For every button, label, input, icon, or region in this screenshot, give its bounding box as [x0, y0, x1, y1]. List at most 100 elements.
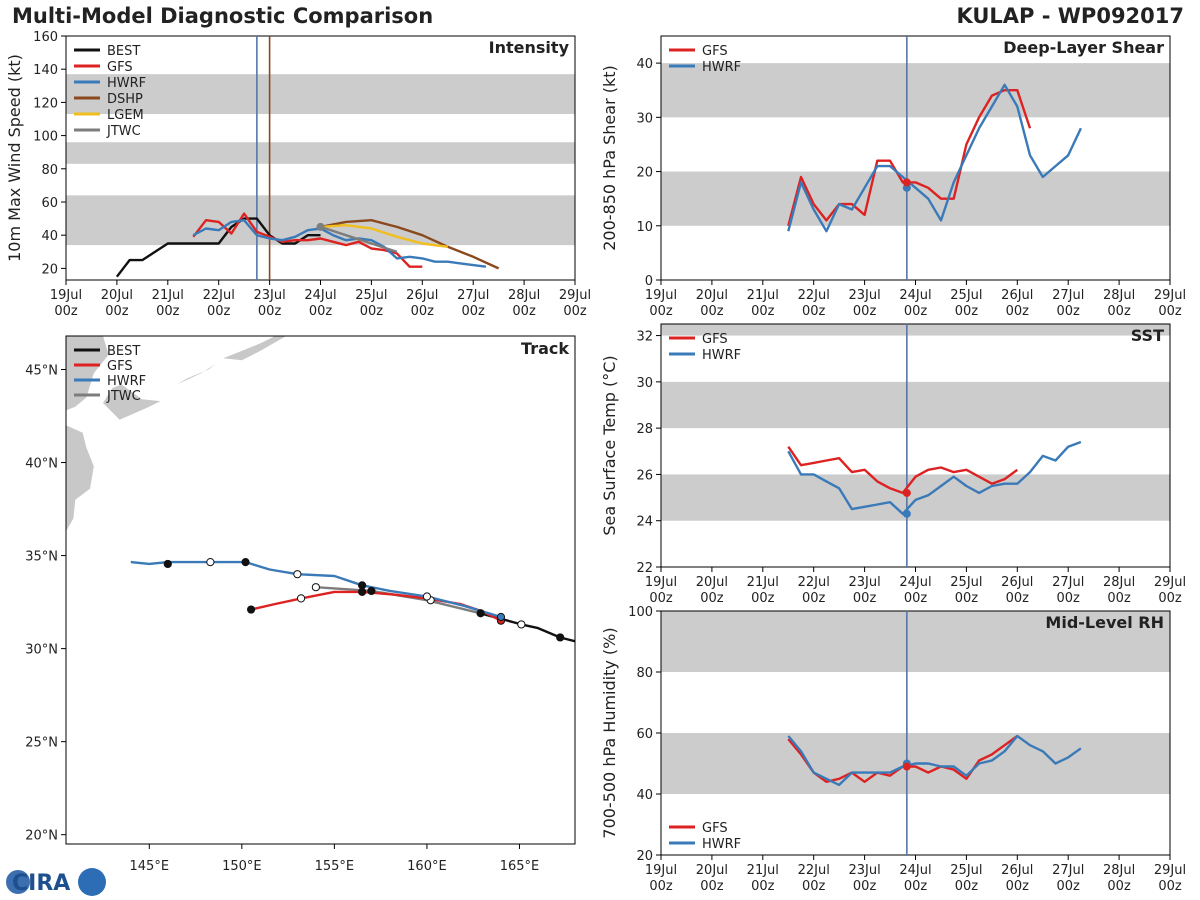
shear-ytick-label: 0	[645, 274, 653, 289]
shear-xtick-sublabel: 00z	[802, 304, 826, 319]
rh-xtick-label: 22Jul	[798, 863, 830, 878]
rh-series-hwrf	[787, 734, 1082, 787]
track-series-hwrf	[130, 560, 502, 619]
intensity-xtick-label: 26Jul	[406, 288, 438, 303]
rh-xtick-label: 19Jul	[645, 863, 677, 878]
rh-legend-label-hwrf: HWRF	[702, 837, 741, 852]
shear-xtick-label: 24Jul	[899, 288, 931, 303]
track-point-hwrf	[358, 581, 367, 590]
rh-band	[661, 611, 1170, 672]
sst-band	[661, 381, 1170, 429]
intensity-xtick-label: 24Jul	[304, 288, 336, 303]
track-xtick-label: 165°E	[500, 859, 540, 874]
track-xtick-label: 150°E	[222, 859, 262, 874]
sst-xtick-label: 20Jul	[696, 575, 728, 590]
track-chart: 145°E 150°E 155°E 160°E 165°E 20°N 25°N 30°N 35°…	[25, 335, 576, 874]
intensity-ytick-label: 140	[33, 63, 58, 78]
shear-ytick-label: 10	[636, 220, 653, 235]
rh-xtick-sublabel: 00z	[1158, 879, 1182, 894]
intensity-xtick-sublabel: 00z	[411, 304, 435, 319]
sst-series-hwrf	[787, 440, 1082, 515]
shear-band	[661, 171, 1170, 226]
intensity-xtick-label: 23Jul	[253, 288, 285, 303]
track-ytick-label: 20°N	[25, 829, 58, 844]
shear-title: Deep-Layer Shear	[1003, 38, 1164, 57]
intensity-series-best	[115, 217, 321, 278]
sst-xtick-sublabel: 00z	[1006, 591, 1030, 606]
track-legend-label-gfs: GFS	[107, 359, 133, 374]
rh-ytick-label: 80	[636, 666, 653, 681]
rh-ytick-label: 40	[636, 788, 653, 803]
intensity-legend-label-gfs: GFS	[107, 60, 133, 75]
shear-chart: 19Jul00z20Jul00z21Jul00z22Jul00z23Jul00z…	[600, 35, 1186, 319]
sst-xtick-sublabel: 00z	[904, 591, 928, 606]
shear-ytick-label: 40	[636, 57, 653, 72]
intensity-xtick-label: 21Jul	[152, 288, 184, 303]
logo-globe-icon	[78, 868, 106, 896]
track-land	[177, 363, 216, 385]
rh-xtick-label: 20Jul	[696, 863, 728, 878]
rh-xtick-sublabel: 00z	[955, 879, 979, 894]
intensity-ylabel: 10m Max Wind Speed (kt)	[5, 54, 24, 262]
shear-xtick-label: 29Jul	[1154, 288, 1186, 303]
intensity-series-hwrf	[192, 219, 487, 268]
track-xtick-label: 145°E	[130, 859, 170, 874]
shear-xtick-sublabel: 00z	[1057, 304, 1081, 319]
intensity-ytick-label: 60	[41, 196, 58, 211]
shear-xtick-sublabel: 00z	[751, 304, 775, 319]
track-point-jtwc	[367, 586, 376, 596]
shear-xtick-sublabel: 00z	[904, 304, 928, 319]
sst-xtick-sublabel: 00z	[853, 591, 877, 606]
sst-xtick-sublabel: 00z	[1107, 591, 1131, 606]
track-xtick-label: 155°E	[315, 859, 355, 874]
shear-xtick-label: 20Jul	[696, 288, 728, 303]
sst-xtick-sublabel: 00z	[649, 591, 673, 606]
shear-xtick-sublabel: 00z	[1006, 304, 1030, 319]
sst-xtick-label: 29Jul	[1154, 575, 1186, 590]
track-point-hwrf	[422, 592, 432, 601]
sst-xtick-label: 21Jul	[747, 575, 779, 590]
shear-xtick-sublabel: 00z	[853, 304, 877, 319]
intensity-xtick-label: 28Jul	[508, 288, 540, 303]
rh-xtick-sublabel: 00z	[1057, 879, 1081, 894]
sst-xtick-sublabel: 00z	[700, 591, 724, 606]
sst-chart: 19Jul00z20Jul00z21Jul00z22Jul00z23Jul00z…	[600, 323, 1186, 606]
sst-ylabel: Sea Surface Temp (°C)	[600, 355, 619, 535]
intensity-marker-hwrf	[316, 222, 325, 231]
shear-xtick-label: 26Jul	[1001, 288, 1033, 303]
sst-xtick-label: 19Jul	[645, 575, 677, 590]
sst-marker-gfs	[902, 488, 911, 497]
intensity-band	[66, 195, 575, 246]
track-point-best	[556, 633, 565, 642]
track-point-hwrf	[496, 612, 506, 622]
track-ocean	[66, 336, 575, 844]
sst-xtick-label: 26Jul	[1001, 575, 1033, 590]
intensity-legend-label-dshp: DSHP	[107, 92, 143, 107]
track-land	[66, 425, 94, 532]
intensity-xtick-sublabel: 00z	[105, 304, 129, 319]
intensity-xtick-label: 22Jul	[203, 288, 235, 303]
shear-xtick-sublabel: 00z	[649, 304, 673, 319]
rh-marker-gfs	[902, 762, 911, 771]
shear-legend-label-hwrf: HWRF	[702, 60, 741, 75]
track-title: Track	[521, 339, 569, 358]
intensity-ytick-label: 160	[33, 30, 58, 45]
intensity-xtick-sublabel: 00z	[462, 304, 486, 319]
sst-xtick-label: 23Jul	[848, 575, 880, 590]
shear-xtick-label: 19Jul	[645, 288, 677, 303]
intensity-xtick-sublabel: 00z	[309, 304, 333, 319]
page-title: Multi-Model Diagnostic Comparison	[12, 4, 434, 28]
shear-legend-label-gfs: GFS	[702, 44, 728, 59]
track-land	[66, 336, 109, 411]
intensity-xtick-sublabel: 00z	[207, 304, 231, 319]
track-point-hwrf	[206, 557, 215, 567]
sst-xtick-sublabel: 00z	[955, 591, 979, 606]
rh-xtick-label: 27Jul	[1052, 863, 1084, 878]
sst-xtick-label: 22Jul	[798, 575, 830, 590]
rh-xtick-sublabel: 00z	[802, 879, 826, 894]
sst-band	[661, 474, 1170, 521]
sst-xtick-sublabel: 00z	[1158, 591, 1182, 606]
track-ytick-label: 40°N	[25, 457, 58, 472]
shear-xtick-label: 27Jul	[1052, 288, 1084, 303]
